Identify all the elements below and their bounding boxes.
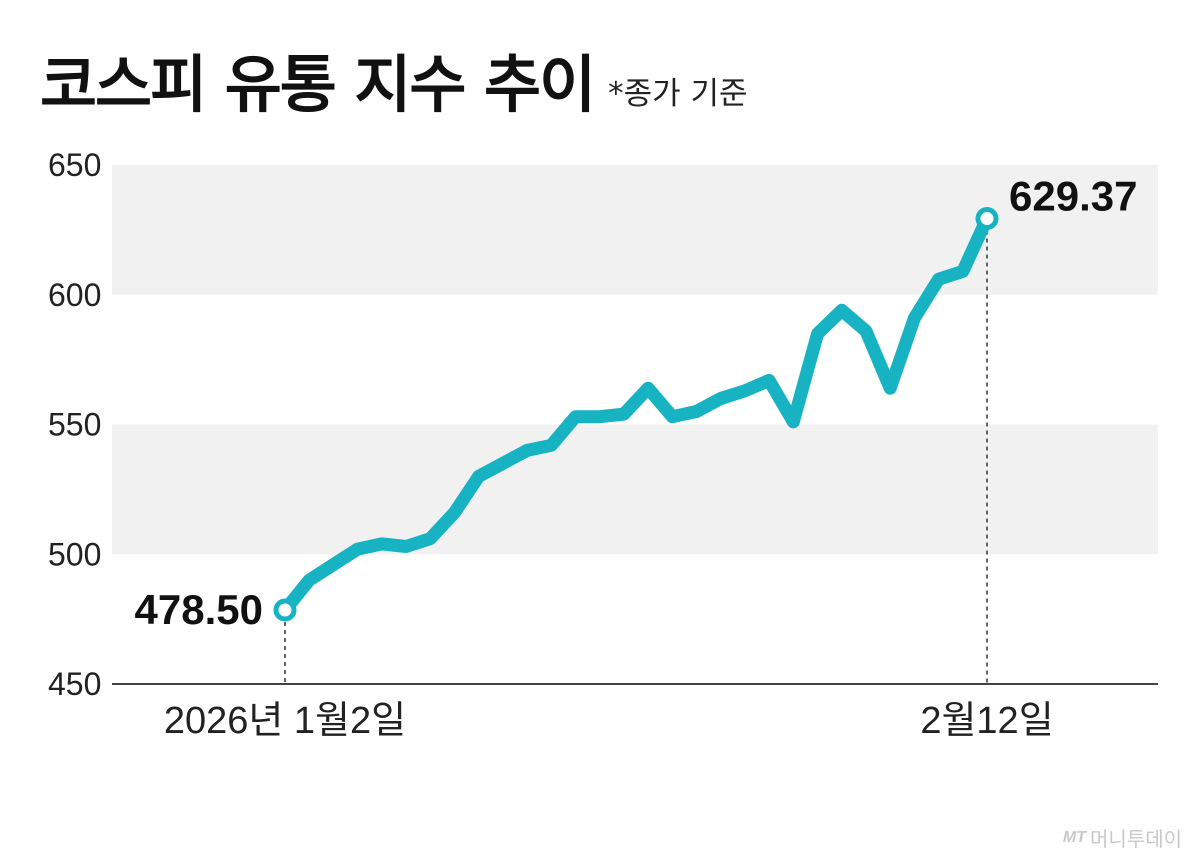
publisher-watermark: MT 머니투데이 [1063, 823, 1182, 852]
x-tick-label: 2026년 1월2일 [164, 700, 406, 742]
y-tick-label: 600 [48, 277, 101, 313]
publisher-logo: MT [1062, 828, 1086, 846]
grid-band [112, 424, 1158, 555]
y-tick-label: 650 [48, 147, 101, 183]
data-label: 478.50 [135, 586, 263, 633]
endpoint-marker [273, 598, 297, 622]
endpoint-marker [975, 207, 999, 231]
x-tick-label: 2월12일 [920, 700, 1053, 742]
grid-band [112, 165, 1158, 295]
chart-subtitle: *종가 기준 [608, 76, 748, 112]
publisher-name: 머니투데이 [1090, 829, 1182, 851]
y-tick-label: 550 [48, 407, 101, 443]
data-label: 629.37 [1009, 173, 1137, 220]
y-tick-label: 500 [48, 536, 101, 572]
chart-title: 코스피 유통 지수 추이 [40, 48, 596, 121]
y-tick-label: 450 [48, 666, 101, 702]
series-line [278, 212, 994, 617]
title-block: 코스피 유통 지수 추이 *종가 기준 [40, 34, 748, 116]
